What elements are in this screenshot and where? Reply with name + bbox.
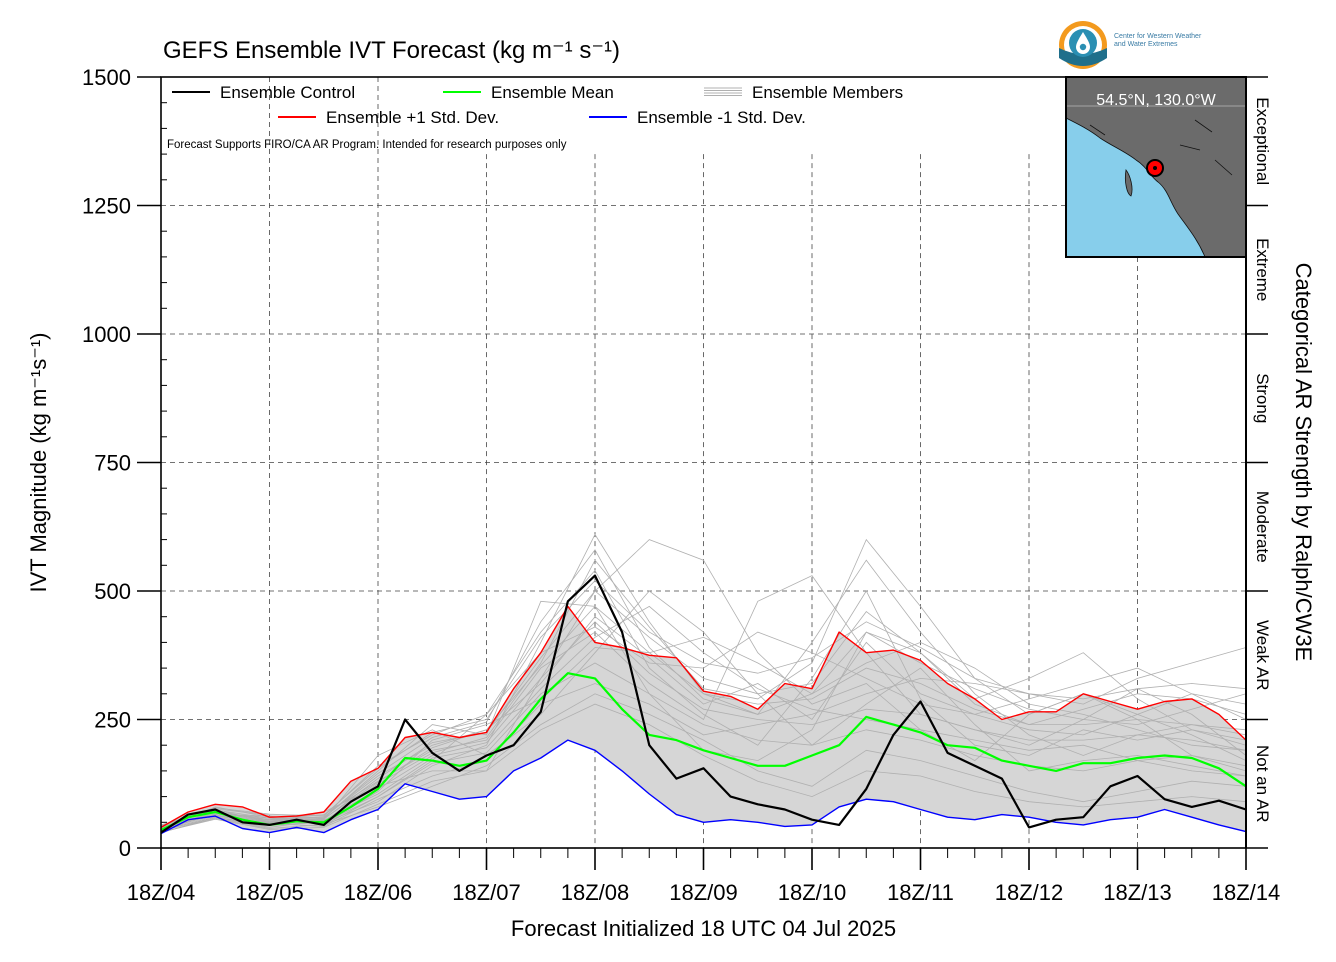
cw3e-logo-text: Center for Western Weather and Water Extr… — [1114, 33, 1202, 48]
legend-label: Ensemble -1 Std. Dev. — [637, 108, 806, 127]
inset-location-label: 54.5°N, 130.0°W — [1096, 92, 1216, 109]
legend-label: Ensemble +1 Std. Dev. — [326, 108, 499, 127]
y-tick-label: 500 — [94, 579, 131, 604]
ensemble-member-line — [160, 549, 1247, 828]
location-marker-center — [1153, 166, 1157, 170]
y-tick-label: 0 — [119, 836, 131, 861]
ensemble-member-line — [160, 703, 1247, 833]
ensemble-member-line — [160, 590, 1247, 829]
legend-label: Ensemble Members — [752, 83, 903, 102]
ensemble-member-line — [160, 575, 1247, 832]
x-tick-label: 18Z/13 — [1103, 880, 1172, 905]
inset-island — [1124, 169, 1133, 197]
x-tick-label: 18Z/06 — [344, 880, 413, 905]
minus-std-dev-line — [160, 739, 1247, 835]
category-label: Moderate — [1253, 491, 1272, 563]
ensemble-member-line — [160, 580, 1247, 827]
cw3e-logo-mark — [1059, 21, 1107, 69]
category-label: Weak AR — [1253, 620, 1272, 691]
x-tick-label: 18Z/14 — [1212, 880, 1281, 905]
x-axis-title: Forecast Initialized 18 UTC 04 Jul 2025 — [511, 916, 896, 941]
x-tick-label: 18Z/08 — [561, 880, 630, 905]
y-tick-label: 1500 — [82, 65, 131, 90]
ensemble-member-line — [160, 693, 1247, 833]
x-tick-label: 18Z/10 — [778, 880, 847, 905]
right-axis-title: Categorical AR Strength by Ralph/CW3E — [1291, 263, 1316, 662]
y-tick-label: 750 — [94, 451, 131, 476]
x-tick-label: 18Z/12 — [995, 880, 1064, 905]
legend-label: Ensemble Control — [220, 83, 355, 102]
ensemble-mean-line — [160, 672, 1247, 831]
plus-std-dev-line — [160, 605, 1247, 829]
ensemble-member-line — [160, 605, 1247, 829]
x-tick-label: 18Z/07 — [452, 880, 521, 905]
x-tick-label: 18Z/04 — [127, 880, 196, 905]
ensemble-member-line — [160, 590, 1247, 833]
cw3e-logo: Center for Western Weather and Water Extr… — [1058, 18, 1258, 74]
category-label: Strong — [1253, 373, 1272, 423]
std-dev-band — [161, 606, 1246, 834]
x-tick-label: 18Z/11 — [887, 880, 954, 905]
inset-frame — [1065, 76, 1247, 258]
ensemble-control-line — [160, 574, 1247, 834]
category-label: Not an AR — [1253, 745, 1272, 823]
y-tick-label: 250 — [94, 708, 131, 733]
inset-coastline-detail — [1089, 119, 1233, 176]
x-tick-label: 18Z/09 — [669, 880, 738, 905]
y-axis-title: IVT Magnitude (kg m⁻¹s⁻¹) — [26, 333, 51, 593]
category-label: Extreme — [1253, 238, 1272, 301]
legend-label: Ensemble Mean — [491, 83, 614, 102]
x-tick-label: 18Z/05 — [235, 880, 304, 905]
y-tick-label: 1250 — [82, 194, 131, 219]
chart-title: GEFS Ensemble IVT Forecast (kg m⁻¹ s⁻¹) — [163, 37, 620, 64]
y-tick-label: 1000 — [82, 322, 131, 347]
category-label: Exceptional — [1253, 97, 1272, 185]
disclaimer-note: Forecast Supports FIRO/CA AR Program. In… — [167, 139, 567, 151]
